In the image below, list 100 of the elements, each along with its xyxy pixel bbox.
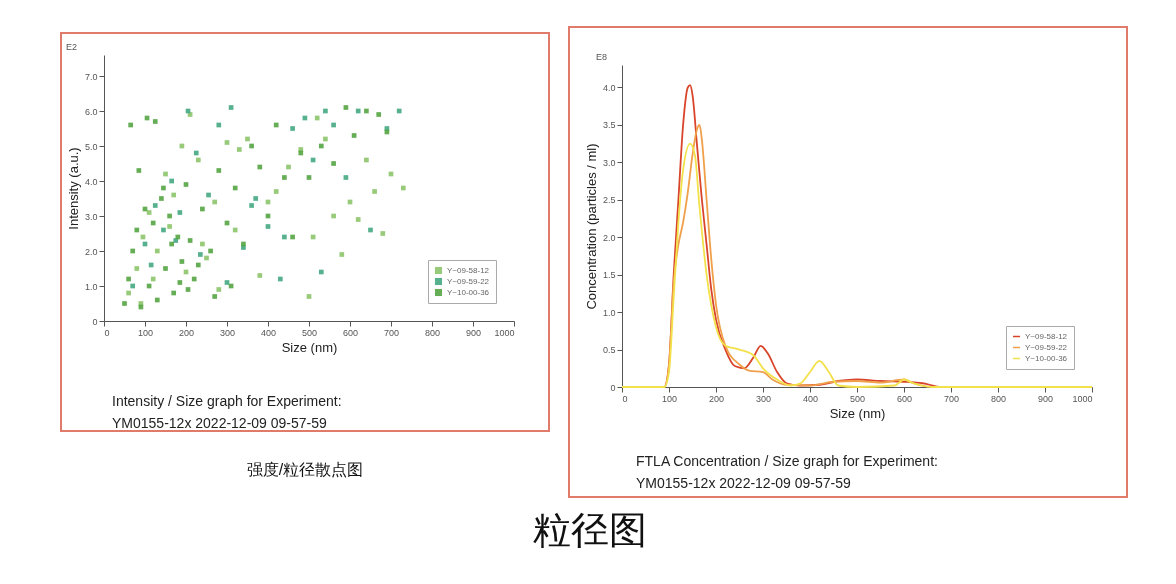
- text: E8: [596, 52, 608, 62]
- point: [224, 140, 230, 145]
- point: [355, 217, 361, 222]
- point: [265, 224, 271, 229]
- point: [318, 269, 324, 275]
- point: [306, 294, 312, 299]
- point: [273, 189, 279, 194]
- point: [376, 112, 382, 117]
- point: [187, 238, 193, 243]
- y-tick-label: 1.0: [84, 281, 98, 292]
- y-tick-label: 0: [92, 316, 98, 327]
- point: [314, 115, 320, 121]
- point: [257, 273, 263, 278]
- point: [161, 185, 166, 191]
- point: [208, 248, 213, 254]
- point: [273, 122, 279, 128]
- text: E2: [66, 42, 78, 52]
- point: [245, 136, 250, 142]
- x-tick-label: 0: [104, 327, 110, 338]
- point: [191, 276, 197, 282]
- text: YM0155-12x 2022-12-09 09-57-59: [112, 414, 328, 433]
- point: [134, 227, 140, 233]
- point: [161, 227, 166, 233]
- x-tick-label: 400: [260, 327, 277, 338]
- y-tick-label: 7.0: [84, 71, 98, 82]
- x-tick-label: 500: [849, 393, 866, 404]
- point: [216, 168, 222, 173]
- point: [343, 175, 349, 180]
- x-tick-label: 1000: [494, 327, 515, 338]
- point: [122, 301, 127, 306]
- point: [195, 157, 201, 163]
- x-tick-label: 700: [943, 393, 960, 404]
- x-tick-label: 100: [137, 327, 154, 338]
- point: [249, 203, 254, 208]
- point: [331, 122, 336, 128]
- point: [323, 108, 328, 114]
- point: [130, 248, 136, 254]
- y-tick-label: 1.0: [602, 307, 616, 318]
- point: [169, 241, 174, 247]
- point: [339, 252, 345, 257]
- point: [200, 241, 205, 247]
- point: [282, 234, 287, 240]
- x-tick-label: 300: [755, 393, 772, 404]
- x-tick-label: 600: [896, 393, 913, 404]
- text: Intensity / Size graph for Experiment:: [112, 392, 342, 411]
- x-tick-label: 800: [990, 393, 1007, 404]
- x-tick-label: 500: [301, 327, 318, 338]
- x-tick-label: 800: [424, 327, 441, 338]
- point: [152, 119, 158, 124]
- point: [177, 210, 183, 215]
- y-tick-label: 0.5: [602, 345, 616, 356]
- point: [134, 266, 140, 271]
- point: [372, 189, 377, 194]
- point: [146, 210, 152, 215]
- y-tick-label: 6.0: [84, 106, 98, 117]
- point: [159, 196, 164, 201]
- point: [249, 143, 254, 149]
- point: [224, 280, 230, 285]
- x-tick-label: 200: [708, 393, 725, 404]
- x-tick-label: 1000: [1072, 393, 1093, 404]
- point: [130, 283, 136, 289]
- point: [364, 108, 369, 114]
- point: [128, 122, 133, 128]
- point: [167, 224, 172, 229]
- point: [396, 108, 402, 114]
- point: [368, 227, 373, 233]
- point: [171, 192, 177, 198]
- y-tick-label: 3.0: [84, 211, 98, 222]
- point: [286, 164, 291, 170]
- point: [216, 122, 222, 128]
- point: [364, 157, 369, 163]
- x-tick-label: 100: [661, 393, 678, 404]
- x-tick-label: 0: [622, 393, 628, 404]
- y-axis-title: Intensity (a.u.): [65, 147, 81, 230]
- point: [277, 276, 283, 282]
- point: [290, 126, 295, 131]
- y-tick-label: 4.0: [602, 82, 616, 93]
- point: [152, 203, 158, 208]
- point: [298, 150, 304, 156]
- x-tick-label: 300: [219, 327, 236, 338]
- x-axis-title: Size (nm): [829, 405, 886, 421]
- point: [200, 206, 205, 212]
- point: [282, 175, 287, 180]
- y-tick-label: 2.5: [602, 195, 616, 206]
- point: [318, 143, 324, 149]
- x-tick-label: 900: [465, 327, 482, 338]
- point: [195, 262, 201, 268]
- point: [212, 199, 218, 205]
- point: [163, 266, 168, 271]
- y-axis-title: Concentration (particles / ml): [583, 143, 599, 310]
- point: [179, 259, 185, 264]
- legend-label: Y~10-00-36: [1025, 353, 1068, 363]
- point: [323, 136, 328, 142]
- point: [253, 196, 259, 201]
- point: [212, 294, 218, 299]
- legend-label: Y~10-00-36: [447, 287, 490, 297]
- legend-label: Y~09-59-22: [1025, 342, 1068, 352]
- point: [236, 147, 242, 152]
- point: [154, 297, 160, 303]
- legend-label: Y~09-58-12: [447, 265, 490, 275]
